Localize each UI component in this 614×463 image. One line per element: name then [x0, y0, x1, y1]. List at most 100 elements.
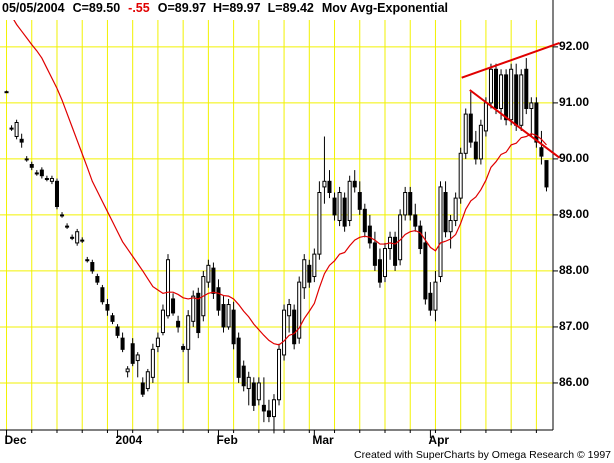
x-tick-label: Mar — [312, 433, 334, 447]
candle-body — [110, 315, 115, 322]
x-tick-label: 2004 — [116, 433, 143, 447]
candle-body — [463, 113, 468, 154]
candle-body — [236, 337, 241, 378]
candle-body — [80, 239, 85, 242]
candle-body — [29, 164, 34, 168]
y-tick-label: 90.00 — [559, 151, 589, 165]
candle-body — [186, 315, 191, 350]
candle-body — [423, 242, 428, 300]
candle-body — [443, 192, 448, 233]
candle-body — [393, 236, 398, 266]
candle-body — [332, 197, 337, 216]
candle-body — [206, 264, 211, 283]
candle-body — [140, 382, 145, 395]
candle-body — [448, 220, 453, 233]
candle-body — [372, 242, 377, 266]
candle-body — [322, 180, 327, 188]
candle-body — [65, 225, 70, 228]
candle-body — [145, 371, 150, 390]
header-change: -.55 — [128, 1, 150, 15]
moving-average-line — [13, 20, 547, 346]
candle-body — [534, 102, 539, 143]
footer: Created with SuperCharts by Omega Resear… — [354, 449, 611, 461]
candle-body — [120, 337, 125, 350]
candle-body — [4, 91, 9, 94]
candle-body — [544, 160, 549, 188]
y-tick-label: 88.00 — [559, 263, 589, 277]
candle-body — [282, 309, 287, 356]
candle-body — [60, 214, 65, 217]
candle-body — [347, 180, 352, 222]
candle-body — [160, 309, 165, 334]
candle-body — [413, 214, 418, 227]
candle-body — [85, 259, 90, 262]
x-tick-label: Dec — [5, 433, 27, 447]
candle-body — [458, 152, 463, 199]
candle-body — [403, 192, 408, 216]
candle-body — [90, 262, 95, 272]
candle-body — [499, 74, 504, 109]
y-tick-label: 87.00 — [559, 319, 589, 333]
candle-body — [367, 225, 372, 244]
candle-body — [337, 192, 342, 222]
candle-body — [362, 208, 367, 233]
candle-body — [292, 309, 297, 345]
y-tick-label: 91.00 — [559, 95, 589, 109]
header-low: L=89.42 — [268, 1, 314, 15]
candle-body — [150, 348, 155, 378]
header-study: Mov Avg-Exponential — [322, 1, 448, 15]
candle-body — [473, 141, 478, 160]
candle-body — [433, 281, 438, 311]
candle-body — [453, 197, 458, 222]
candle-body — [39, 169, 44, 177]
header-high: H=89.97 — [213, 1, 261, 15]
y-tick-label: 92.00 — [559, 39, 589, 53]
candle-body — [509, 68, 514, 121]
candle-body — [382, 248, 388, 278]
candle-body — [125, 368, 130, 373]
candle-body — [70, 236, 75, 239]
candle-body — [488, 68, 493, 104]
candle-body — [251, 382, 256, 406]
candle-body — [9, 127, 14, 130]
candle-body — [14, 122, 19, 138]
header-date: 05/05/2004 — [2, 1, 65, 15]
candle-body — [241, 365, 246, 387]
candle-body — [478, 124, 483, 160]
candle-body — [246, 376, 251, 390]
candle-body — [115, 326, 120, 336]
candle-body — [261, 404, 266, 412]
candle-body — [95, 276, 100, 283]
candle-body — [221, 304, 226, 328]
candle-body — [418, 225, 423, 250]
candle-body — [176, 320, 181, 328]
candle-body — [171, 298, 176, 314]
candle-body — [196, 292, 201, 334]
candle-body — [191, 295, 196, 322]
candle-body — [216, 287, 221, 311]
candle-body — [317, 192, 322, 255]
candle-body — [271, 399, 276, 418]
candle-body — [54, 180, 59, 208]
candle-body — [155, 337, 160, 348]
plot-area — [4, 58, 549, 434]
candle-body — [524, 68, 529, 109]
candle-body — [34, 172, 39, 175]
candle-body — [231, 309, 236, 345]
candle-body — [105, 304, 110, 311]
candle-body — [211, 267, 216, 294]
candle-body — [352, 180, 357, 188]
candle-body — [428, 292, 433, 311]
candle-body — [529, 102, 534, 109]
candle-body — [302, 259, 307, 289]
candle-body — [165, 259, 171, 317]
candle-body — [256, 382, 261, 401]
y-tick-label: 89.00 — [559, 207, 589, 221]
candle-body — [130, 343, 135, 364]
candle-body — [49, 178, 54, 182]
candle-body — [468, 113, 473, 143]
candle-body — [377, 259, 382, 283]
overlays — [13, 20, 561, 346]
trendline — [469, 89, 561, 159]
